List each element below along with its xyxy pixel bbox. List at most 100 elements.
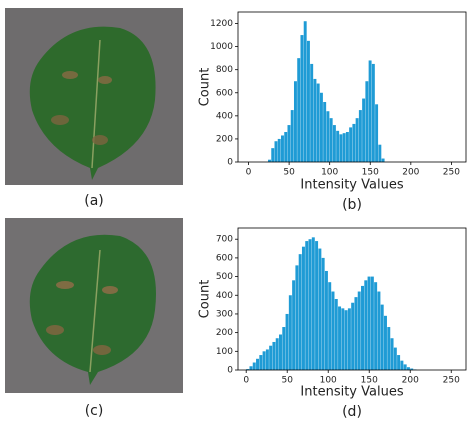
bar (345, 132, 349, 162)
bar (290, 110, 294, 162)
y-tick-label: 300 (216, 309, 233, 319)
bar (272, 341, 276, 370)
bar (347, 308, 351, 370)
caption: (c) (85, 403, 104, 419)
bar (329, 118, 333, 162)
bar (275, 338, 279, 370)
leaf-photo (5, 218, 183, 393)
bar (326, 111, 330, 162)
bar (332, 125, 336, 162)
bar (403, 364, 407, 370)
bar (364, 280, 368, 370)
bar (352, 123, 356, 162)
bar (311, 237, 315, 370)
x-tick-label: 50 (281, 376, 293, 386)
y-axis-label: Count (198, 68, 213, 107)
leaf-photo (5, 8, 183, 185)
bar (377, 291, 381, 370)
bar (287, 125, 291, 162)
bar (397, 355, 401, 370)
bar (393, 347, 397, 370)
bar (281, 135, 284, 162)
bar (336, 130, 340, 162)
bar (279, 334, 282, 370)
bar (285, 313, 289, 370)
x-tick-label: 250 (443, 168, 460, 178)
bar (349, 127, 353, 162)
bar (390, 338, 394, 370)
bar (295, 265, 299, 370)
bar (331, 291, 335, 370)
bar (328, 282, 332, 370)
x-tick-label: 100 (320, 376, 337, 386)
bar (334, 299, 338, 370)
y-tick-label: 0 (227, 366, 233, 376)
x-tick-label: 250 (443, 376, 460, 386)
bar (365, 81, 369, 162)
y-tick-label: 200 (216, 134, 233, 144)
bar (259, 355, 263, 370)
bar (344, 310, 348, 370)
y-tick-label: 600 (216, 88, 233, 98)
bar (339, 134, 343, 162)
bar (297, 58, 301, 162)
x-tick-label: 200 (402, 376, 419, 386)
bar (371, 63, 375, 162)
caption: (d) (342, 404, 362, 420)
x-tick-label: 200 (402, 168, 419, 178)
bar (368, 60, 372, 162)
bar (383, 315, 387, 370)
bar (319, 92, 323, 162)
axes-frame (237, 11, 467, 163)
bar (362, 98, 366, 162)
bar (298, 254, 302, 370)
y-tick-label: 500 (216, 272, 233, 282)
y-tick-label: 0 (227, 158, 233, 168)
bar (249, 366, 253, 370)
bar (274, 141, 278, 162)
y-tick-label: 1200 (210, 19, 233, 29)
bar (410, 368, 414, 370)
bar (374, 282, 378, 370)
bar (292, 280, 296, 370)
y-tick-label: 800 (216, 65, 233, 75)
bar (358, 110, 362, 162)
x-tick-label: 150 (361, 376, 378, 386)
bar (342, 133, 346, 162)
bar (282, 327, 286, 370)
bar (284, 132, 288, 162)
caption: (b) (342, 197, 362, 213)
bar (321, 257, 325, 370)
bar (252, 362, 256, 370)
bar (351, 302, 355, 370)
x-axis-label: Intensity Values (300, 178, 403, 193)
bar (277, 138, 281, 162)
bar (315, 241, 319, 370)
axes-frame (237, 227, 467, 371)
bar (354, 297, 358, 370)
bar (378, 144, 382, 162)
bar (324, 270, 328, 370)
bar (381, 158, 385, 162)
bar (268, 159, 271, 162)
bar (355, 118, 359, 162)
bar (305, 241, 309, 370)
bar (271, 148, 275, 162)
bar (375, 104, 379, 162)
bar (400, 360, 404, 370)
y-tick-label: 600 (216, 253, 233, 263)
bar (357, 291, 361, 370)
bar (338, 306, 342, 370)
x-tick-label: 0 (246, 168, 252, 178)
bar (262, 351, 266, 370)
bar (246, 369, 250, 370)
bar (370, 276, 374, 370)
bar (288, 295, 292, 370)
bar (316, 83, 320, 162)
bar (387, 327, 391, 370)
x-axis-label: Intensity Values (300, 385, 403, 400)
x-tick-label: 150 (362, 168, 379, 178)
y-tick-label: 1000 (210, 42, 233, 52)
y-tick-label: 100 (216, 347, 233, 357)
